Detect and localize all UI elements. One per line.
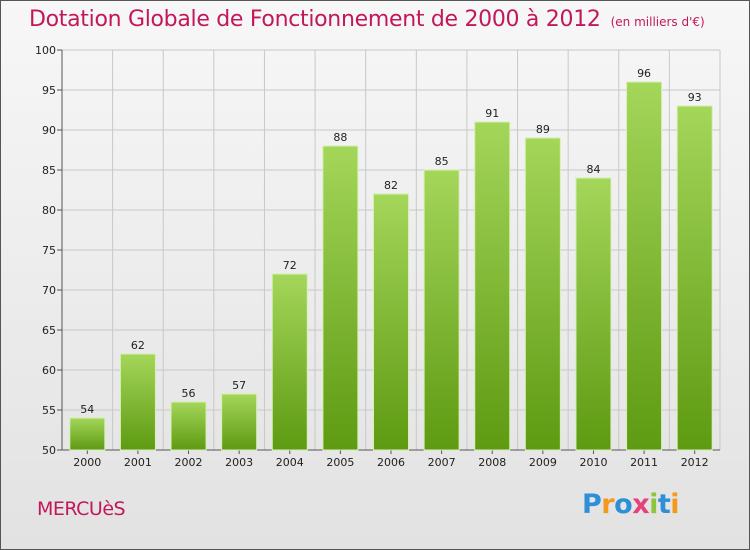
logo-letter: i [649, 489, 658, 520]
proxiti-logo: Proxiti [582, 489, 680, 520]
chart-title: Dotation Globale de Fonctionnement de 20… [29, 7, 601, 32]
y-tick-label: 80 [42, 204, 56, 217]
logo-letter: x [632, 489, 650, 520]
y-tick-label: 65 [42, 324, 56, 337]
bar-value-label: 93 [688, 91, 702, 104]
bar [170, 401, 207, 451]
bar [676, 105, 713, 451]
logo-letter: i [670, 489, 680, 520]
x-tick-label: 2001 [124, 456, 152, 469]
bar-value-label: 91 [485, 107, 499, 120]
y-tick-label: 85 [42, 164, 56, 177]
bar [626, 81, 663, 451]
bar-value-label: 82 [384, 179, 398, 192]
bar [575, 177, 612, 451]
logo-letter: P [582, 489, 602, 520]
bar-value-label: 88 [333, 131, 347, 144]
x-tick-label: 2002 [175, 456, 203, 469]
x-tick-label: 2011 [630, 456, 658, 469]
bar-value-label: 56 [182, 387, 196, 400]
logo-letter: r [601, 489, 615, 520]
y-tick-label: 70 [42, 284, 56, 297]
bar-value-label: 62 [131, 339, 145, 352]
x-tick-label: 2008 [478, 456, 506, 469]
bar [271, 273, 308, 451]
bar [221, 393, 258, 451]
labels: 50 55 60 65 70 75 80 85 90 95 100 54 2000 62 2001 56 200… [35, 44, 709, 469]
y-tick-label: 100 [35, 44, 56, 57]
x-tick-label: 2003 [225, 456, 253, 469]
y-tick-label: 95 [42, 84, 56, 97]
bar-value-label: 84 [586, 163, 600, 176]
bar [423, 169, 460, 451]
bar-value-label: 89 [536, 123, 550, 136]
bar [524, 137, 561, 451]
x-tick-label: 2006 [377, 456, 405, 469]
x-tick-label: 2004 [276, 456, 304, 469]
y-tick-label: 75 [42, 244, 56, 257]
x-tick-label: 2009 [529, 456, 557, 469]
bar-value-label: 54 [80, 403, 94, 416]
bar [322, 145, 359, 451]
logo-letter: t [657, 489, 671, 520]
y-tick-label: 55 [42, 404, 56, 417]
bar-value-label: 72 [283, 259, 297, 272]
x-tick-label: 2005 [326, 456, 354, 469]
x-tick-label: 2012 [681, 456, 709, 469]
bar-value-label: 57 [232, 379, 246, 392]
y-tick-label: 50 [42, 444, 56, 457]
x-tick-label: 2000 [73, 456, 101, 469]
y-tick-label: 60 [42, 364, 56, 377]
bar [119, 353, 156, 451]
chart-subtitle: (en milliers d'€) [610, 15, 705, 29]
bar [474, 121, 511, 451]
x-tick-label: 2007 [428, 456, 456, 469]
bar-value-label: 96 [637, 67, 651, 80]
logo-letter: o [614, 489, 633, 520]
bar-value-label: 85 [435, 155, 449, 168]
title-row: Dotation Globale de Fonctionnement de 20… [29, 7, 705, 32]
y-tick-label: 90 [42, 124, 56, 137]
municipality-name: MERCUèS [37, 498, 126, 520]
x-tick-label: 2010 [579, 456, 607, 469]
bar [373, 193, 409, 451]
bars [69, 81, 713, 451]
bar [69, 417, 106, 451]
